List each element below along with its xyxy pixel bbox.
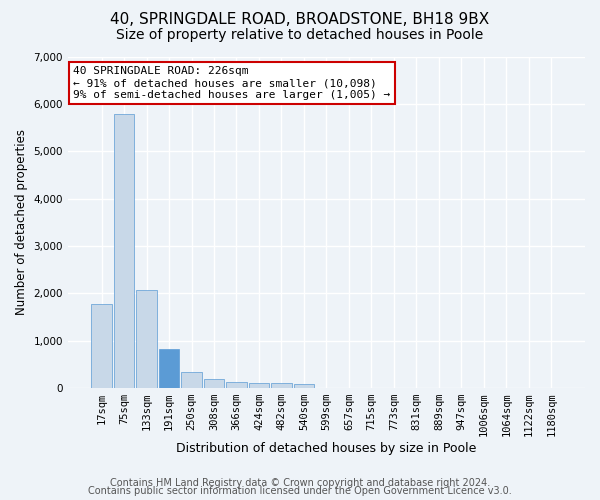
Bar (114, 114, 134, 388)
Bar (226, 382, 247, 388)
Bar (249, 383, 269, 388)
Bar (294, 384, 314, 388)
Text: 40 SPRINGDALE ROAD: 226sqm
← 91% of detached houses are smaller (10,098)
9% of s: 40 SPRINGDALE ROAD: 226sqm ← 91% of deta… (73, 66, 391, 100)
Bar (91, 304, 112, 388)
Bar (159, 349, 179, 388)
Text: Contains public sector information licensed under the Open Government Licence v3: Contains public sector information licen… (88, 486, 512, 496)
Bar (271, 384, 292, 388)
Bar (181, 372, 202, 388)
Bar (136, 290, 157, 388)
Text: Contains HM Land Registry data © Crown copyright and database right 2024.: Contains HM Land Registry data © Crown c… (110, 478, 490, 488)
Text: Size of property relative to detached houses in Poole: Size of property relative to detached ho… (116, 28, 484, 42)
X-axis label: Distribution of detached houses by size in Poole: Distribution of detached houses by size … (176, 442, 476, 455)
Text: 40, SPRINGDALE ROAD, BROADSTONE, BH18 9BX: 40, SPRINGDALE ROAD, BROADSTONE, BH18 9B… (110, 12, 490, 28)
Y-axis label: Number of detached properties: Number of detached properties (15, 129, 28, 315)
Bar (204, 379, 224, 388)
